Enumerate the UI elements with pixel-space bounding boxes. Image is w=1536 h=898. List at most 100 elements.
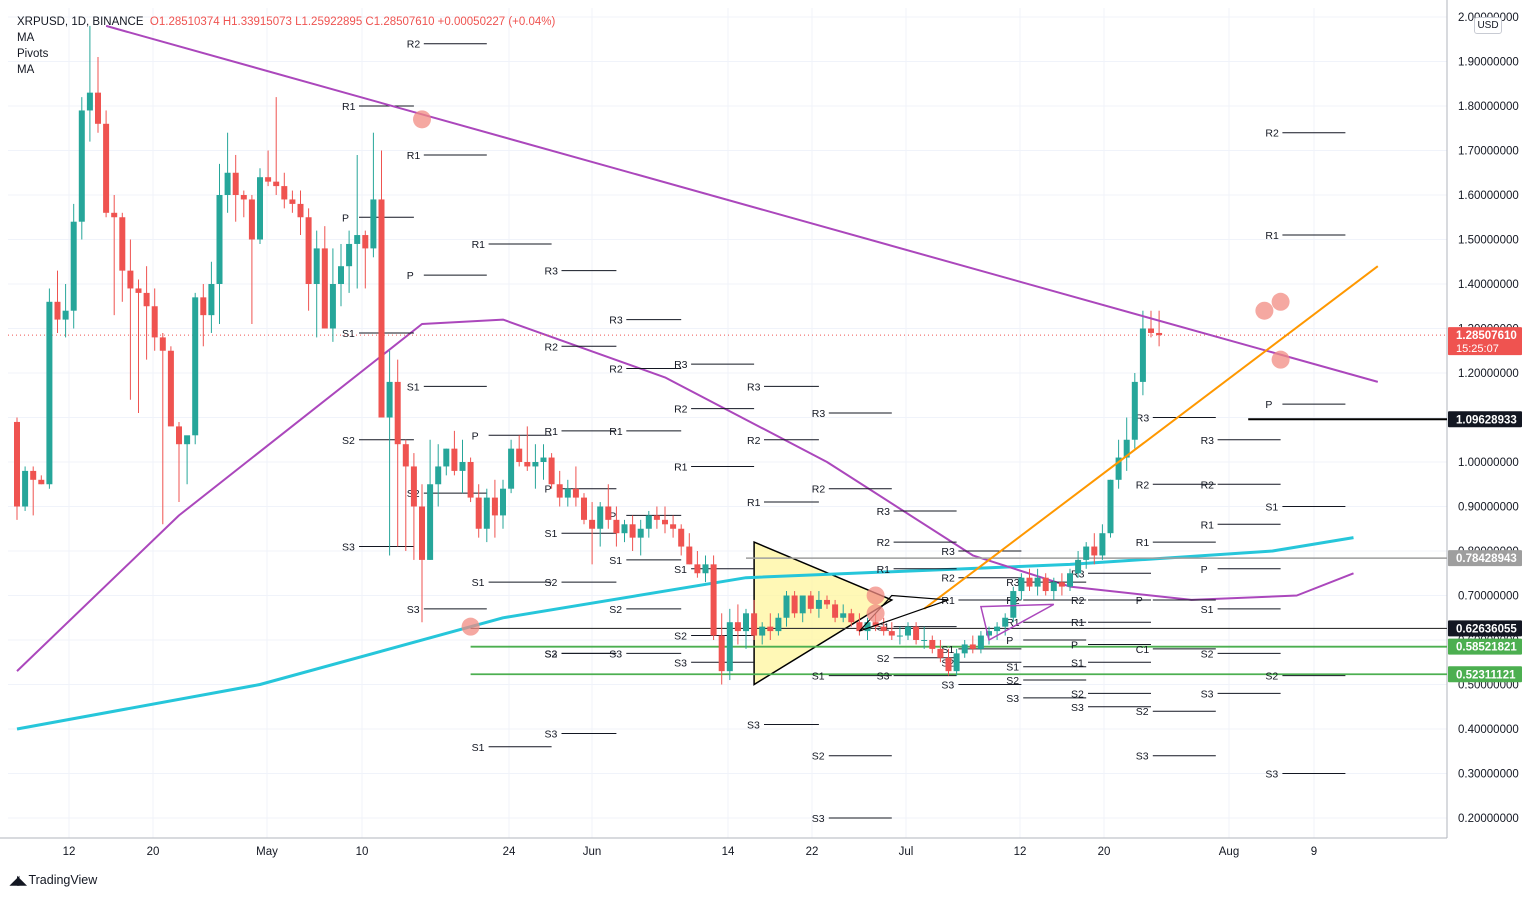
candle-body bbox=[151, 306, 158, 338]
candle-body bbox=[637, 528, 644, 538]
candle bbox=[313, 230, 320, 338]
candle bbox=[410, 453, 417, 560]
pivot-label: R2 bbox=[609, 364, 623, 376]
tradingview-brand[interactable]: ◢◣ TradingView bbox=[10, 873, 97, 887]
candle-body bbox=[184, 435, 191, 445]
price-label-bg bbox=[1448, 550, 1522, 567]
candle-body bbox=[556, 484, 563, 498]
ma-fast-line bbox=[16, 318, 1354, 672]
candle-body bbox=[1131, 381, 1138, 440]
pivot-label: S2 bbox=[1201, 648, 1214, 660]
x-tick-label: May bbox=[256, 846, 278, 858]
candle bbox=[362, 230, 369, 289]
candle bbox=[1026, 568, 1033, 592]
y-tick-label: 0.20000000 bbox=[1458, 813, 1519, 825]
indicator-ma-1[interactable]: MA bbox=[17, 32, 35, 44]
grid bbox=[8, 8, 1447, 838]
candle bbox=[767, 613, 774, 640]
candle bbox=[54, 270, 61, 333]
candle-body bbox=[913, 626, 920, 640]
candle-body bbox=[921, 640, 928, 641]
candle bbox=[880, 617, 887, 636]
candle-body bbox=[605, 506, 612, 520]
indicator-pivots[interactable]: Pivots bbox=[17, 48, 49, 60]
candle bbox=[78, 97, 85, 240]
candle-body bbox=[767, 626, 774, 632]
candle-body bbox=[451, 448, 458, 471]
price-label-text: 1.28507610 bbox=[1456, 330, 1517, 342]
candle bbox=[613, 506, 620, 547]
candle-body bbox=[1123, 439, 1130, 458]
indicator-ma-2[interactable]: MA bbox=[17, 64, 35, 76]
pivot-label: R1 bbox=[1265, 230, 1279, 242]
pivot-label: S2 bbox=[1265, 671, 1278, 683]
symbol-label[interactable]: XRPUSD, 1D, BINANCE bbox=[17, 16, 144, 28]
candle bbox=[516, 435, 523, 467]
candle-body bbox=[597, 506, 604, 529]
candle bbox=[1123, 417, 1130, 471]
candle bbox=[30, 466, 37, 516]
candle bbox=[22, 466, 29, 511]
candle-body bbox=[702, 564, 709, 574]
pivot-label: S1 bbox=[1071, 657, 1084, 669]
ohlc-values: O1.28510374 H1.33915073 L1.25922895 C1.2… bbox=[149, 16, 556, 28]
x-tick-label: 20 bbox=[147, 846, 160, 858]
candle bbox=[111, 195, 118, 316]
candle bbox=[589, 502, 596, 565]
candle bbox=[103, 110, 110, 218]
pivot-label: S3 bbox=[747, 720, 760, 732]
candle bbox=[718, 613, 725, 685]
pivot-label: S3 bbox=[812, 813, 825, 825]
x-tick-label: 9 bbox=[1311, 846, 1317, 858]
candle bbox=[127, 239, 134, 400]
candle-body bbox=[775, 617, 782, 632]
candle bbox=[508, 439, 515, 494]
candle bbox=[354, 154, 361, 289]
candle bbox=[726, 608, 733, 681]
candle-body bbox=[475, 497, 482, 529]
pivot-label: R1 bbox=[941, 595, 955, 607]
candle bbox=[46, 288, 53, 489]
pivot-label: R1 bbox=[545, 426, 559, 438]
candle-body bbox=[613, 519, 620, 534]
price-label-text: 0.58521821 bbox=[1456, 642, 1517, 654]
x-tick-label: 14 bbox=[722, 846, 735, 858]
pivot-label: R2 bbox=[407, 39, 421, 51]
pivot-label: R3 bbox=[674, 359, 688, 371]
candle-body bbox=[783, 595, 790, 618]
candle-body bbox=[888, 631, 895, 636]
candle bbox=[289, 190, 296, 213]
candle bbox=[159, 332, 166, 525]
pivot-label: R3 bbox=[747, 381, 761, 393]
pivot-label: S1 bbox=[812, 671, 825, 683]
candle bbox=[338, 243, 344, 307]
candle bbox=[969, 635, 976, 654]
price-label: 0.78428943 bbox=[1448, 550, 1522, 567]
candle bbox=[856, 613, 863, 636]
candle-body bbox=[1018, 577, 1025, 592]
pivot-label: P bbox=[407, 270, 414, 282]
pivot-label: S1 bbox=[1201, 604, 1214, 616]
candle bbox=[556, 470, 563, 507]
candle-body bbox=[1139, 328, 1146, 382]
pivot-label: R3 bbox=[812, 408, 826, 420]
pivot-label: P bbox=[1006, 635, 1013, 647]
y-tick-label: 0.50000000 bbox=[1458, 680, 1519, 692]
candle-body bbox=[127, 270, 134, 289]
candle-body bbox=[1034, 577, 1041, 587]
currency-badge[interactable]: USD bbox=[1474, 17, 1502, 34]
candle-body bbox=[224, 172, 231, 195]
candle-body bbox=[832, 604, 839, 618]
candle-body bbox=[232, 172, 239, 195]
candle-body bbox=[572, 488, 579, 498]
candle bbox=[443, 448, 450, 476]
candle bbox=[143, 266, 150, 360]
candle bbox=[1034, 568, 1041, 596]
pivot-label: S1 bbox=[1265, 502, 1278, 514]
candle bbox=[905, 622, 911, 640]
candle bbox=[840, 604, 847, 623]
pivot-label: S2 bbox=[545, 648, 558, 660]
pivot-label: S3 bbox=[609, 648, 622, 660]
candle-body bbox=[386, 381, 393, 418]
